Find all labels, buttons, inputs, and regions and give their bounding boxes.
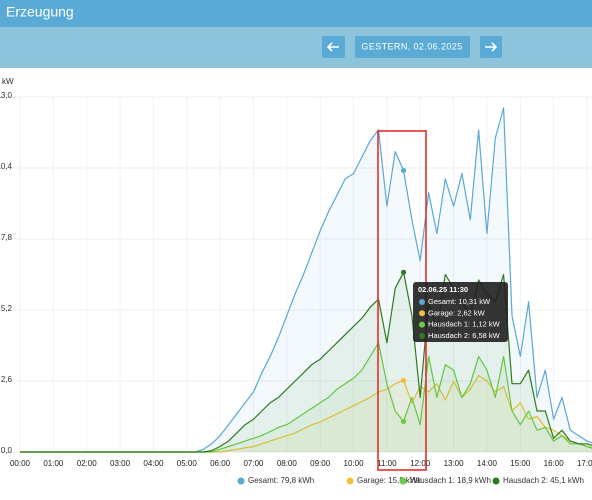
y-tick-label: 2,6 xyxy=(1,375,13,384)
tooltip-swatch xyxy=(419,310,425,317)
x-tick-label: 17:00 xyxy=(577,459,592,468)
y-tick-label: 0,0 xyxy=(1,446,13,455)
next-button[interactable] xyxy=(480,36,502,58)
hover-point xyxy=(400,418,407,425)
x-tick-label: 13:00 xyxy=(444,459,465,468)
x-tick-label: 10:00 xyxy=(344,459,365,468)
x-tick-label: 06:00 xyxy=(210,459,231,468)
series-area xyxy=(20,375,592,452)
x-tick-label: 00:00 xyxy=(10,459,31,468)
y-tick-label: 7,8 xyxy=(1,233,13,242)
x-tick-label: 02:00 xyxy=(77,459,98,468)
legend-swatch xyxy=(492,477,500,485)
hover-point xyxy=(400,269,407,275)
series-area xyxy=(20,107,592,452)
date-button[interactable] xyxy=(355,36,470,58)
next-arrow[interactable] xyxy=(485,42,498,52)
header-title: Erzeugung xyxy=(6,4,74,20)
x-tick-label: 04:00 xyxy=(143,459,164,468)
tooltip-swatch xyxy=(419,299,425,305)
tooltip-box xyxy=(413,282,508,342)
tooltip-line: Hausdach 2: 6,58 kW xyxy=(428,331,501,340)
tooltip-title: 02.06.25 11:30 xyxy=(418,285,468,294)
x-tick-label: 03:00 xyxy=(110,459,131,468)
x-tick-label: 12:00 xyxy=(410,459,431,468)
x-tick-label: 07:00 xyxy=(243,459,264,468)
series-line xyxy=(20,107,592,453)
x-tick-label: 09:00 xyxy=(310,459,331,468)
hover-point xyxy=(400,377,407,384)
legend-swatch xyxy=(346,477,354,485)
legend-swatch xyxy=(237,477,245,485)
y-tick-label: 5,2 xyxy=(1,304,13,313)
x-tick-label: 16:00 xyxy=(544,459,565,468)
x-tick-label: 14:00 xyxy=(477,459,498,468)
tooltip-line: Garage: 2,62 kW xyxy=(428,308,486,317)
tooltip-line: Gesamt: 10,31 kW xyxy=(428,297,491,306)
x-tick-label: 11:00 xyxy=(377,459,397,468)
x-tick-label: 08:00 xyxy=(277,459,298,468)
tooltip-line: Hausdach 1: 1,12 kW xyxy=(428,320,501,329)
prev-arrow[interactable] xyxy=(326,42,339,52)
date-label[interactable]: GESTERN, 02.06.2025 xyxy=(361,41,462,51)
legend-label: Garage: 15,8 kWh xyxy=(357,476,422,485)
legend: Gesamt: 79,8 kWh Garage: 15,8 kWhHausdach… xyxy=(237,476,584,485)
prev-button[interactable] xyxy=(322,36,345,58)
legend-label: Hausdach 2: 45,1 kWh xyxy=(503,476,584,485)
series-line xyxy=(20,271,592,453)
x-tick-label: 05:00 xyxy=(177,459,198,468)
y-tick-label: 13,0 xyxy=(0,91,13,100)
legend-label: Gesamt: 79,8 kWh xyxy=(248,476,314,485)
hover-point xyxy=(400,167,407,174)
x-tick-label: 15:00 xyxy=(510,459,531,468)
nav-bar xyxy=(0,27,592,68)
tooltip-swatch xyxy=(419,321,425,328)
series-line xyxy=(20,342,592,453)
y-tick-label: 10,4 xyxy=(0,162,13,171)
series-area xyxy=(20,342,592,452)
x-tick-label: 01:00 xyxy=(43,459,64,468)
legend-swatch xyxy=(399,477,407,485)
series-line xyxy=(20,374,592,453)
y-axis-label: kW xyxy=(2,77,14,86)
tooltip: 02.06.25 11:30 Gesamt: 10,31 kW Garage: 2,… xyxy=(413,282,508,342)
plot xyxy=(20,107,592,453)
tooltip-swatch xyxy=(419,332,425,339)
header-bar xyxy=(0,0,592,27)
legend-label: Hausdach 1: 18,9 kWh xyxy=(410,476,491,485)
